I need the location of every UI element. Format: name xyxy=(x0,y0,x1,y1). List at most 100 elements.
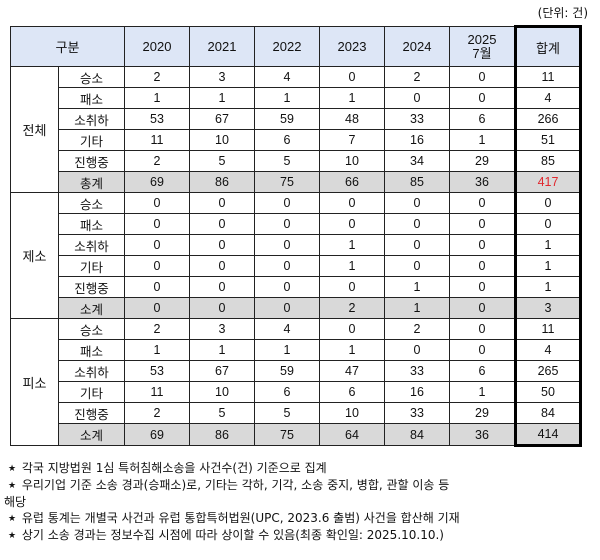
row-label: 기타 xyxy=(58,255,125,277)
value-cell: 0 xyxy=(254,297,320,319)
value-cell: 1 xyxy=(124,87,190,109)
total-cell: 85 xyxy=(514,150,582,172)
value-cell: 0 xyxy=(124,213,190,235)
footnote-3: ★ 유럽 통계는 개별국 사건과 유럽 통합특허법원(UPC, 2023.6 출… xyxy=(6,510,596,527)
value-cell: 85 xyxy=(384,171,450,193)
value-cell: 0 xyxy=(319,276,385,298)
value-cell: 75 xyxy=(254,423,320,446)
total-cell: 0 xyxy=(514,213,582,235)
value-cell: 0 xyxy=(189,213,255,235)
value-cell: 2 xyxy=(384,318,450,340)
value-cell: 1 xyxy=(449,129,516,151)
summary-row: 총계 69 86 75 66 85 36 417 xyxy=(11,171,582,193)
total-cell: 4 xyxy=(514,339,582,361)
total-cell: 0 xyxy=(514,192,582,214)
value-cell: 2 xyxy=(124,66,190,88)
total-cell: 50 xyxy=(514,381,582,403)
value-cell: 0 xyxy=(384,339,450,361)
total-cell: 1 xyxy=(514,276,582,298)
total-cell: 1 xyxy=(514,255,582,277)
value-cell: 1 xyxy=(449,381,516,403)
value-cell: 10 xyxy=(319,402,385,424)
table-row: 피소 승소 2 3 4 0 2 0 11 xyxy=(10,318,582,446)
value-cell: 1 xyxy=(189,339,255,361)
value-cell: 6 xyxy=(449,360,516,382)
value-cell: 53 xyxy=(124,108,190,130)
value-cell: 0 xyxy=(254,234,320,256)
value-cell: 0 xyxy=(449,87,516,109)
value-cell: 0 xyxy=(384,87,450,109)
value-cell: 1 xyxy=(384,276,450,298)
row-label: 기타 xyxy=(58,129,125,151)
value-cell: 59 xyxy=(254,360,320,382)
total-cell: 11 xyxy=(514,66,582,88)
value-cell: 67 xyxy=(189,360,255,382)
litigation-statistics-table: 구분 2020 2021 2022 2023 2024 2025 7월 합계 전… xyxy=(10,25,582,447)
value-cell: 1 xyxy=(384,297,450,319)
table-row: 패소 0 0 0 0 0 0 0 xyxy=(11,213,582,235)
value-cell: 1 xyxy=(319,234,385,256)
value-cell: 3 xyxy=(189,318,255,340)
value-cell: 4 xyxy=(254,66,320,88)
value-cell: 0 xyxy=(319,66,385,88)
total-cell: 84 xyxy=(514,402,582,424)
value-cell: 2 xyxy=(384,66,450,88)
table-row: 패소 1 1 1 1 0 0 4 xyxy=(11,339,582,361)
value-cell: 75 xyxy=(254,171,320,193)
table-row: 소취하 0 0 0 1 0 0 1 xyxy=(11,234,582,256)
total-cell: 3 xyxy=(514,297,582,319)
value-cell: 66 xyxy=(319,171,385,193)
value-cell: 0 xyxy=(254,192,320,214)
value-cell: 5 xyxy=(189,150,255,172)
table-row: 기타 0 0 0 1 0 0 1 xyxy=(11,255,582,277)
value-cell: 6 xyxy=(319,381,385,403)
litigation-table-container: 구분 2020 2021 2022 2023 2024 2025 7월 합계 전… xyxy=(10,25,582,447)
value-cell: 0 xyxy=(189,297,255,319)
value-cell: 6 xyxy=(254,129,320,151)
value-cell: 5 xyxy=(254,402,320,424)
bullet-star-icon: ★ xyxy=(7,531,17,541)
value-cell: 0 xyxy=(384,213,450,235)
table-row: 패소 1 1 1 1 0 0 4 xyxy=(11,87,582,109)
value-cell: 69 xyxy=(124,423,190,446)
value-cell: 11 xyxy=(124,129,190,151)
total-cell: 265 xyxy=(514,360,582,382)
row-label: 소취하 xyxy=(58,108,125,130)
header-year-2023: 2023 xyxy=(319,26,385,67)
value-cell: 7 xyxy=(319,129,385,151)
total-cell: 11 xyxy=(514,318,582,340)
header-year-2020: 2020 xyxy=(124,26,190,67)
value-cell: 1 xyxy=(254,339,320,361)
value-cell: 16 xyxy=(384,129,450,151)
value-cell: 11 xyxy=(124,381,190,403)
value-cell: 0 xyxy=(449,213,516,235)
value-cell: 3 xyxy=(189,66,255,88)
grand-total-cell: 417 xyxy=(514,171,582,193)
value-cell: 86 xyxy=(189,171,255,193)
value-cell: 33 xyxy=(384,360,450,382)
value-cell: 0 xyxy=(254,255,320,277)
value-cell: 29 xyxy=(449,150,516,172)
row-label: 기타 xyxy=(58,381,125,403)
value-cell: 48 xyxy=(319,108,385,130)
table-row: 진행중 2 5 5 10 34 29 85 xyxy=(11,150,582,172)
table-row: 진행중 2 5 5 10 33 29 84 xyxy=(11,402,582,424)
footnote-2: ★ 우리기업 기준 소송 경과(승패소)로, 기타는 각하, 기각, 소송 중지… xyxy=(6,477,596,494)
summary-row: 소계 69 86 75 64 84 36 414 xyxy=(11,423,582,447)
value-cell: 0 xyxy=(449,66,516,88)
footnote-3-text: 유럽 통계는 개별국 사건과 유럽 통합특허법원(UPC, 2023.6 출범)… xyxy=(21,511,460,525)
table-row: 진행중 0 0 0 0 1 0 1 xyxy=(11,276,582,298)
header-2025-month: 7월 xyxy=(472,45,492,61)
total-cell: 1 xyxy=(514,234,582,256)
value-cell: 10 xyxy=(189,381,255,403)
value-cell: 53 xyxy=(124,360,190,382)
value-cell: 0 xyxy=(254,213,320,235)
value-cell: 0 xyxy=(124,255,190,277)
row-label: 소계 xyxy=(58,297,125,319)
value-cell: 84 xyxy=(384,423,450,446)
table-row: 소취하 53 67 59 47 33 6 265 xyxy=(11,360,582,382)
value-cell: 0 xyxy=(384,255,450,277)
value-cell: 6 xyxy=(449,108,516,130)
value-cell: 0 xyxy=(189,276,255,298)
bullet-star-icon: ★ xyxy=(7,481,17,491)
